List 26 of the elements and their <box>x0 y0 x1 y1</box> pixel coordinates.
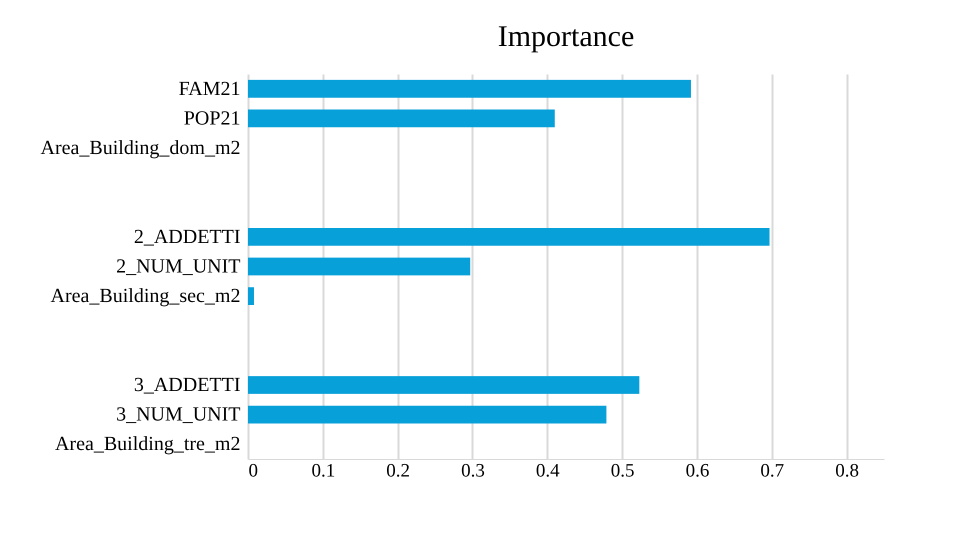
bar <box>248 80 691 98</box>
x-tick-label: 0.4 <box>536 460 560 482</box>
x-tick-label: 0.7 <box>760 460 784 482</box>
y-tick-label: 2_ADDETTI <box>134 226 240 248</box>
y-tick-label: 3_NUM_UNIT <box>116 404 240 426</box>
bar <box>248 406 606 424</box>
bar <box>248 258 470 276</box>
y-tick-label: 2_NUM_UNIT <box>116 256 240 278</box>
chart-title: Importance <box>498 20 634 53</box>
x-tick-label: 0.1 <box>311 460 336 482</box>
bar <box>248 287 254 305</box>
y-tick-label: 3_ADDETTI <box>134 374 240 396</box>
x-tick-label: 0.8 <box>835 460 859 482</box>
x-tick-label: 0 <box>248 460 258 482</box>
bar <box>248 228 770 246</box>
bar <box>248 376 640 394</box>
x-tick-label: 0.6 <box>686 460 710 482</box>
x-tick-label: 0.2 <box>386 460 410 482</box>
y-tick-label: Area_Building_sec_m2 <box>50 285 240 308</box>
y-tick-label: Area_Building_dom_m2 <box>40 137 240 160</box>
y-tick-label: FAM21 <box>178 78 240 100</box>
y-tick-label: Area_Building_tre_m2 <box>54 433 240 456</box>
x-tick-label: 0.3 <box>461 460 485 482</box>
y-tick-label: POP21 <box>184 107 240 130</box>
bar <box>248 110 555 128</box>
x-tick-label: 0.5 <box>610 460 634 482</box>
